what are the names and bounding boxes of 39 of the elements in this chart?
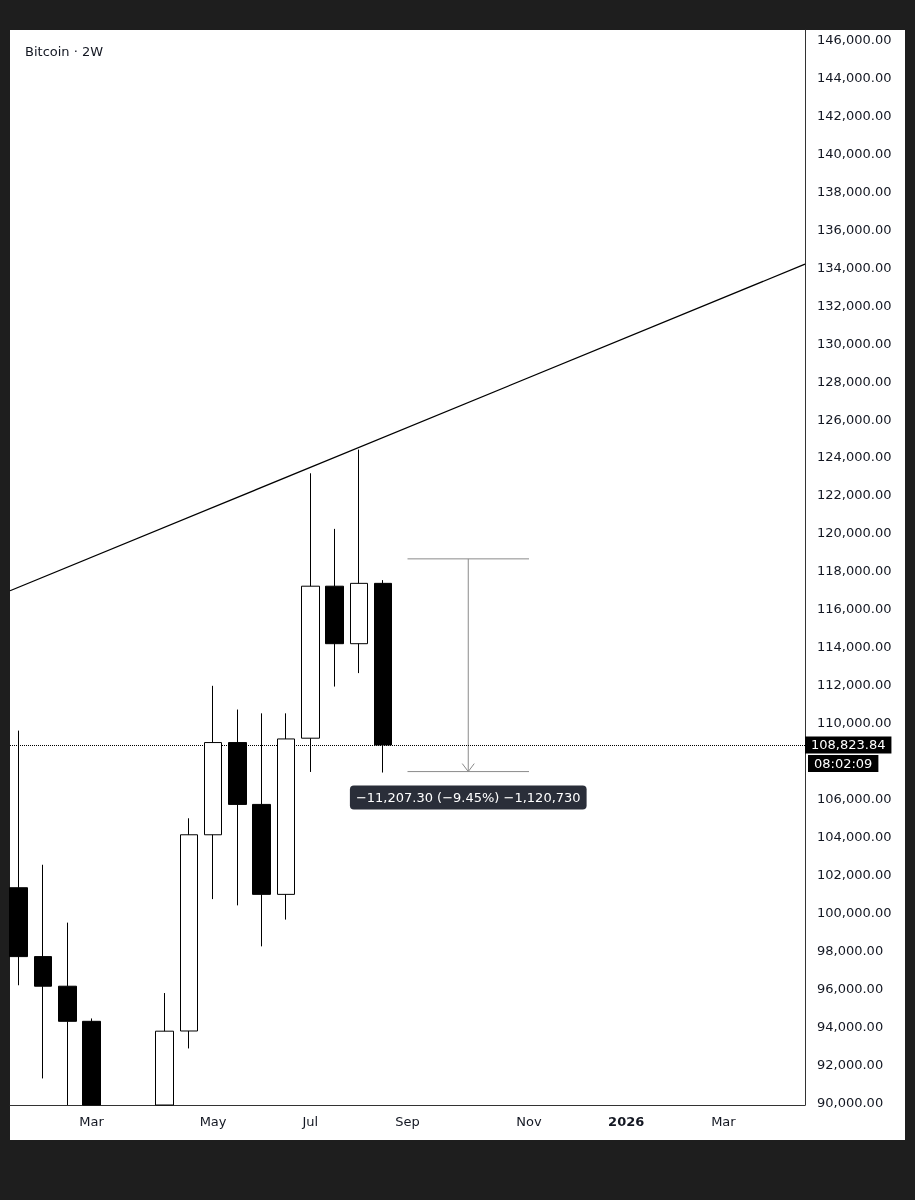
y-tick-label: 124,000.00	[817, 449, 892, 465]
y-tick-label: 136,000.00	[817, 221, 892, 237]
ref-line-label: 108,823.84	[811, 737, 886, 753]
y-tick-label: 98,000.00	[817, 942, 884, 958]
y-tick-label: 110,000.00	[817, 715, 892, 731]
y-tick-label: 128,000.00	[817, 373, 892, 389]
y-tick-label: 120,000.00	[817, 525, 892, 541]
y-tick-label: 126,000.00	[817, 411, 892, 427]
x-tick-label: Nov	[516, 1114, 542, 1129]
y-tick-label: 100,000.00	[817, 904, 892, 920]
y-tick-label: 134,000.00	[817, 259, 892, 275]
y-tick-label: 104,000.00	[817, 828, 892, 844]
x-tick-label: 2026	[608, 1114, 645, 1129]
annotation: −11,207.30 (−9.45%) −1,120,730	[355, 790, 581, 806]
x-tick-label: Mar	[711, 1114, 737, 1129]
y-tick-label: 112,000.00	[817, 677, 892, 693]
y-tick-label: 118,000.00	[817, 563, 892, 579]
text: Bitcoin · 2W	[25, 44, 104, 59]
y-tick-label: 90,000.00	[817, 1094, 884, 1110]
x-tick-label: May	[199, 1114, 227, 1129]
y-tick-label: 140,000.00	[817, 145, 892, 161]
y-tick-label: 94,000.00	[817, 1018, 884, 1034]
y-tick-label: 96,000.00	[817, 980, 884, 996]
y-tick-label: 122,000.00	[817, 487, 892, 503]
y-tick-label: 138,000.00	[817, 183, 892, 199]
y-tick-label: 106,000.00	[817, 791, 892, 807]
y-tick-label: 146,000.00	[817, 31, 892, 47]
y-tick-label: 130,000.00	[817, 335, 892, 351]
y-tick-label: 116,000.00	[817, 601, 892, 617]
y-tick-label: 144,000.00	[817, 69, 892, 85]
y-tick-label: 114,000.00	[817, 639, 892, 655]
x-tick-label: Sep	[395, 1114, 420, 1129]
text: 08:02:09	[814, 755, 873, 771]
y-tick-label: 102,000.00	[817, 866, 892, 882]
x-tick-label: Jul	[301, 1114, 319, 1129]
x-tick-label: Mar	[79, 1114, 105, 1129]
y-tick-label: 132,000.00	[817, 297, 892, 313]
y-tick-label: 92,000.00	[817, 1056, 884, 1072]
y-tick-label: 142,000.00	[817, 107, 892, 123]
